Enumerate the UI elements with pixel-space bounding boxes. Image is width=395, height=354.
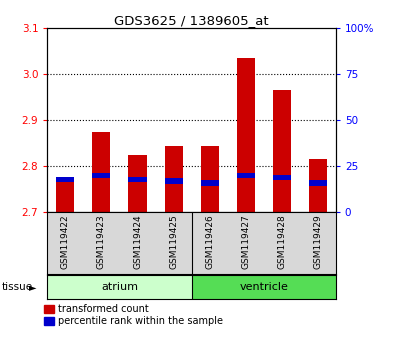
Bar [237, 58, 255, 212]
Text: GSM119424: GSM119424 [133, 214, 142, 269]
Bar [309, 160, 327, 212]
Text: GSM119423: GSM119423 [97, 214, 106, 269]
Bar [56, 177, 74, 182]
Bar [47, 275, 192, 299]
Text: tissue: tissue [2, 282, 33, 292]
Text: GSM119429: GSM119429 [313, 214, 322, 269]
Bar [201, 180, 218, 186]
Text: atrium: atrium [101, 282, 138, 292]
Bar [201, 146, 218, 212]
Bar [273, 175, 291, 180]
Text: GSM119426: GSM119426 [205, 214, 214, 269]
Bar [165, 178, 182, 184]
Text: GSM119428: GSM119428 [277, 214, 286, 269]
Legend: transformed count, percentile rank within the sample: transformed count, percentile rank withi… [44, 304, 223, 326]
Bar [165, 146, 182, 212]
Text: GSM119425: GSM119425 [169, 214, 178, 269]
Text: GSM119427: GSM119427 [241, 214, 250, 269]
Bar [128, 155, 147, 212]
Title: GDS3625 / 1389605_at: GDS3625 / 1389605_at [114, 14, 269, 27]
Bar [92, 173, 111, 178]
Bar [273, 91, 291, 212]
Bar [237, 173, 255, 178]
Bar [128, 177, 147, 182]
Bar [192, 275, 336, 299]
Bar [56, 178, 74, 212]
Bar [309, 180, 327, 186]
Bar [92, 132, 111, 212]
Text: ventricle: ventricle [239, 282, 288, 292]
Text: GSM119422: GSM119422 [61, 214, 70, 269]
Text: ►: ► [29, 282, 36, 292]
